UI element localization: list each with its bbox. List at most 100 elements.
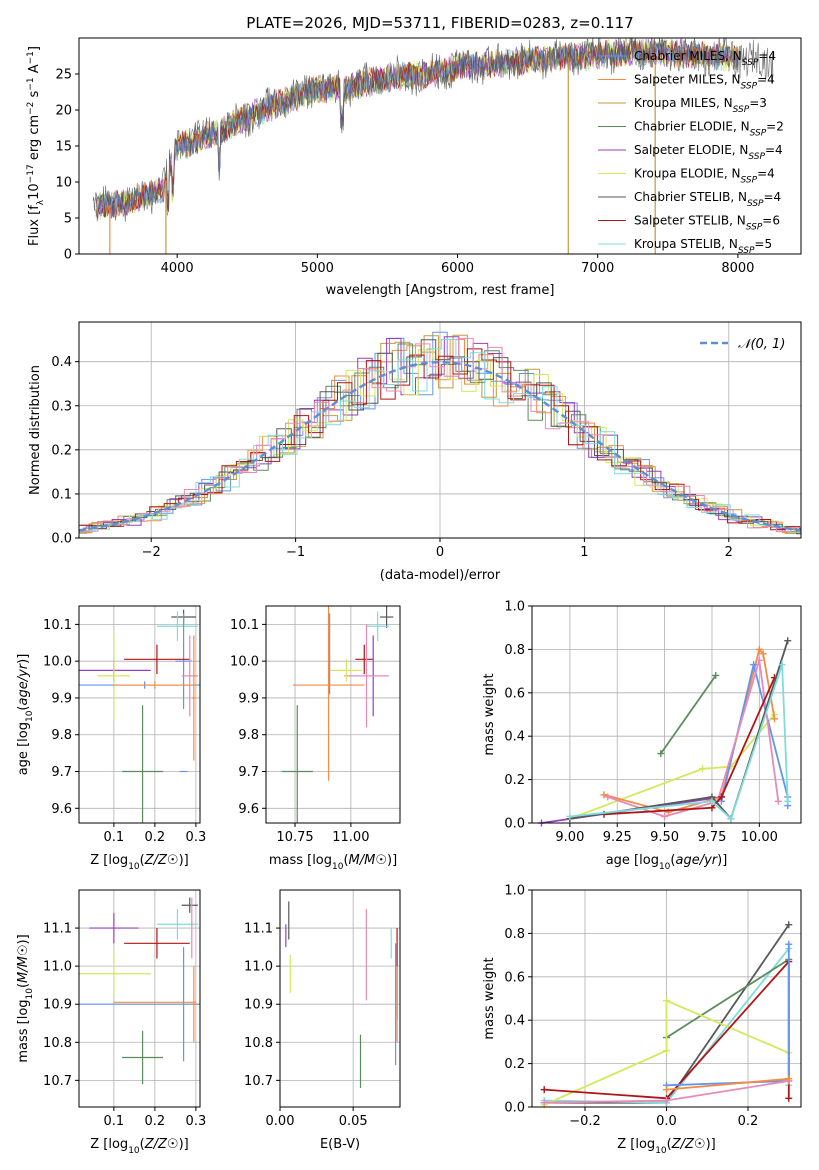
weight-marker: [540, 1099, 548, 1107]
y-tick-label: 10.9: [43, 998, 72, 1013]
y-axis-label: mass [log10(M/M☉)]: [16, 934, 35, 1062]
mass-weight-vs-Z-marks: [540, 921, 793, 1109]
weight-marker: [708, 797, 716, 805]
weight-marker: [785, 1094, 793, 1102]
y-tick-label: 10.8: [244, 1036, 273, 1051]
weight-marker: [600, 791, 608, 799]
x-axis-label: wavelength [Angstrom, rest frame]: [326, 283, 555, 298]
error-bar-point: [124, 644, 190, 675]
error-bar-point: [113, 681, 196, 689]
y-tick-label: 9.8: [51, 728, 72, 743]
x-axis-label: Z [log10(Z/Z☉)]: [90, 853, 188, 872]
error-bar-point: [355, 644, 374, 675]
x-tick-label: 0.00: [266, 1114, 295, 1129]
weight-marker: [778, 661, 786, 669]
y-tick-label: 0.4: [51, 355, 72, 370]
y-tick-label: 10.8: [43, 1036, 72, 1051]
x-tick-label: −0.2: [569, 1114, 601, 1129]
x-axis-label: E(B-V): [320, 1137, 360, 1152]
weight-marker: [657, 750, 665, 758]
weight-marker: [540, 1086, 548, 1094]
error-bar-point: [366, 611, 389, 641]
weight-series: [720, 664, 789, 806]
legend-entry: Salpeter ELODIE, NSSP=4: [634, 143, 783, 162]
x-tick-label: 0.2: [738, 1114, 759, 1129]
weight-series: [607, 660, 780, 818]
age-vs-Z-points: [79, 609, 200, 823]
histogram-series: [80, 339, 801, 533]
weight-marker: [759, 650, 767, 658]
weight-marker: [717, 793, 725, 801]
x-axis-label: Z [log10(Z/Z☉)]: [617, 1137, 715, 1156]
y-tick-label: 10.7: [244, 1074, 273, 1089]
y-tick-label: 0.4: [504, 1014, 525, 1029]
mass-vs-ebv-marks: [285, 901, 398, 1088]
y-tick-label: 0.3: [51, 399, 72, 414]
histogram-legend: 𝒩(0, 1): [700, 337, 785, 352]
x-tick-label: 9.00: [555, 830, 584, 845]
x-tick-label: −2: [142, 545, 161, 560]
error-bar-point: [181, 635, 198, 717]
y-tick-label: 25: [55, 68, 72, 83]
error-bar-point: [97, 631, 131, 721]
age-vs-Z-marks: [79, 609, 200, 823]
weight-marker: [661, 812, 669, 820]
weight-marker: [663, 997, 670, 1005]
axes-frame: [78, 605, 201, 824]
legend-entry: Chabrier MILES, NSSP=4: [634, 49, 776, 68]
y-tick-label: 9.9: [51, 691, 72, 706]
y-tick-label: 10.9: [244, 998, 273, 1013]
y-tick-label: 0.6: [504, 686, 525, 701]
axes-frame: [265, 605, 401, 824]
weight-marker: [755, 656, 763, 664]
y-tick-label: 0.6: [504, 970, 525, 985]
weight-marker: [750, 661, 758, 669]
x-tick-label: 0.1: [104, 830, 125, 845]
legend-entry: 𝒩(0, 1): [738, 337, 785, 352]
x-axis-label: mass [log10(M/M☉)]: [269, 853, 397, 872]
axes-frame: [78, 889, 201, 1108]
weight-marker: [708, 804, 716, 812]
y-tick-label: 0.2: [504, 773, 525, 788]
error-bar-point: [124, 928, 190, 959]
error-bar-point: [344, 624, 389, 728]
x-tick-label: 5000: [301, 261, 334, 276]
weight-marker: [604, 793, 612, 801]
legend-entry: Chabrier ELODIE, NSSP=2: [634, 120, 784, 139]
x-tick-label: 0.3: [186, 830, 207, 845]
weight-marker: [770, 715, 778, 723]
weight-marker: [566, 812, 574, 820]
x-tick-label: −1: [286, 545, 305, 560]
legend-entry: Salpeter MILES, NSSP=4: [634, 73, 775, 92]
y-tick-label: 15: [55, 140, 72, 155]
x-axis-label: (data-model)/error: [380, 568, 501, 583]
age-vs-mass-panel: 10.75 11.00 9.6 9.7 9.8 9.9 10.0 10.1 mass [log1…: [230, 605, 401, 872]
x-tick-label: 9.75: [697, 830, 726, 845]
residual-histogram-marks: [78, 331, 802, 535]
error-bar-point: [330, 659, 363, 682]
residual-histogram-panel: −2 −1 0 1 2 0.0 0.1 0.2 0.3 0.4 (data-model)/error…: [28, 321, 802, 583]
legend-entry: Salpeter STELIB, NSSP=6: [634, 214, 780, 233]
weight-marker: [784, 797, 792, 805]
weight-series: [569, 640, 789, 821]
y-tick-label: 9.7: [51, 765, 72, 780]
y-tick-label: 10.1: [230, 618, 259, 633]
age-vs-mass-points: [281, 606, 394, 823]
y-tick-label: 9.6: [238, 802, 259, 817]
x-tick-label: 9.25: [603, 830, 632, 845]
x-tick-label: 0.1: [104, 1114, 125, 1129]
y-axis-label: mass weight: [482, 957, 497, 1039]
error-bar-point: [156, 909, 198, 940]
x-tick-label: 0.3: [186, 1114, 207, 1129]
y-tick-label: 0.0: [51, 532, 72, 547]
error-bar-point: [175, 613, 192, 709]
x-tick-label: 0.2: [145, 830, 166, 845]
weight-series: [666, 958, 790, 1039]
y-tick-label: 5: [64, 212, 72, 227]
weight-series: [660, 674, 717, 755]
y-tick-label: 0.0: [504, 817, 525, 832]
y-tick-label: 11.1: [244, 922, 273, 937]
x-axis-label: Z [log10(Z/Z☉)]: [90, 1137, 188, 1156]
y-axis-label: mass weight: [482, 673, 497, 755]
